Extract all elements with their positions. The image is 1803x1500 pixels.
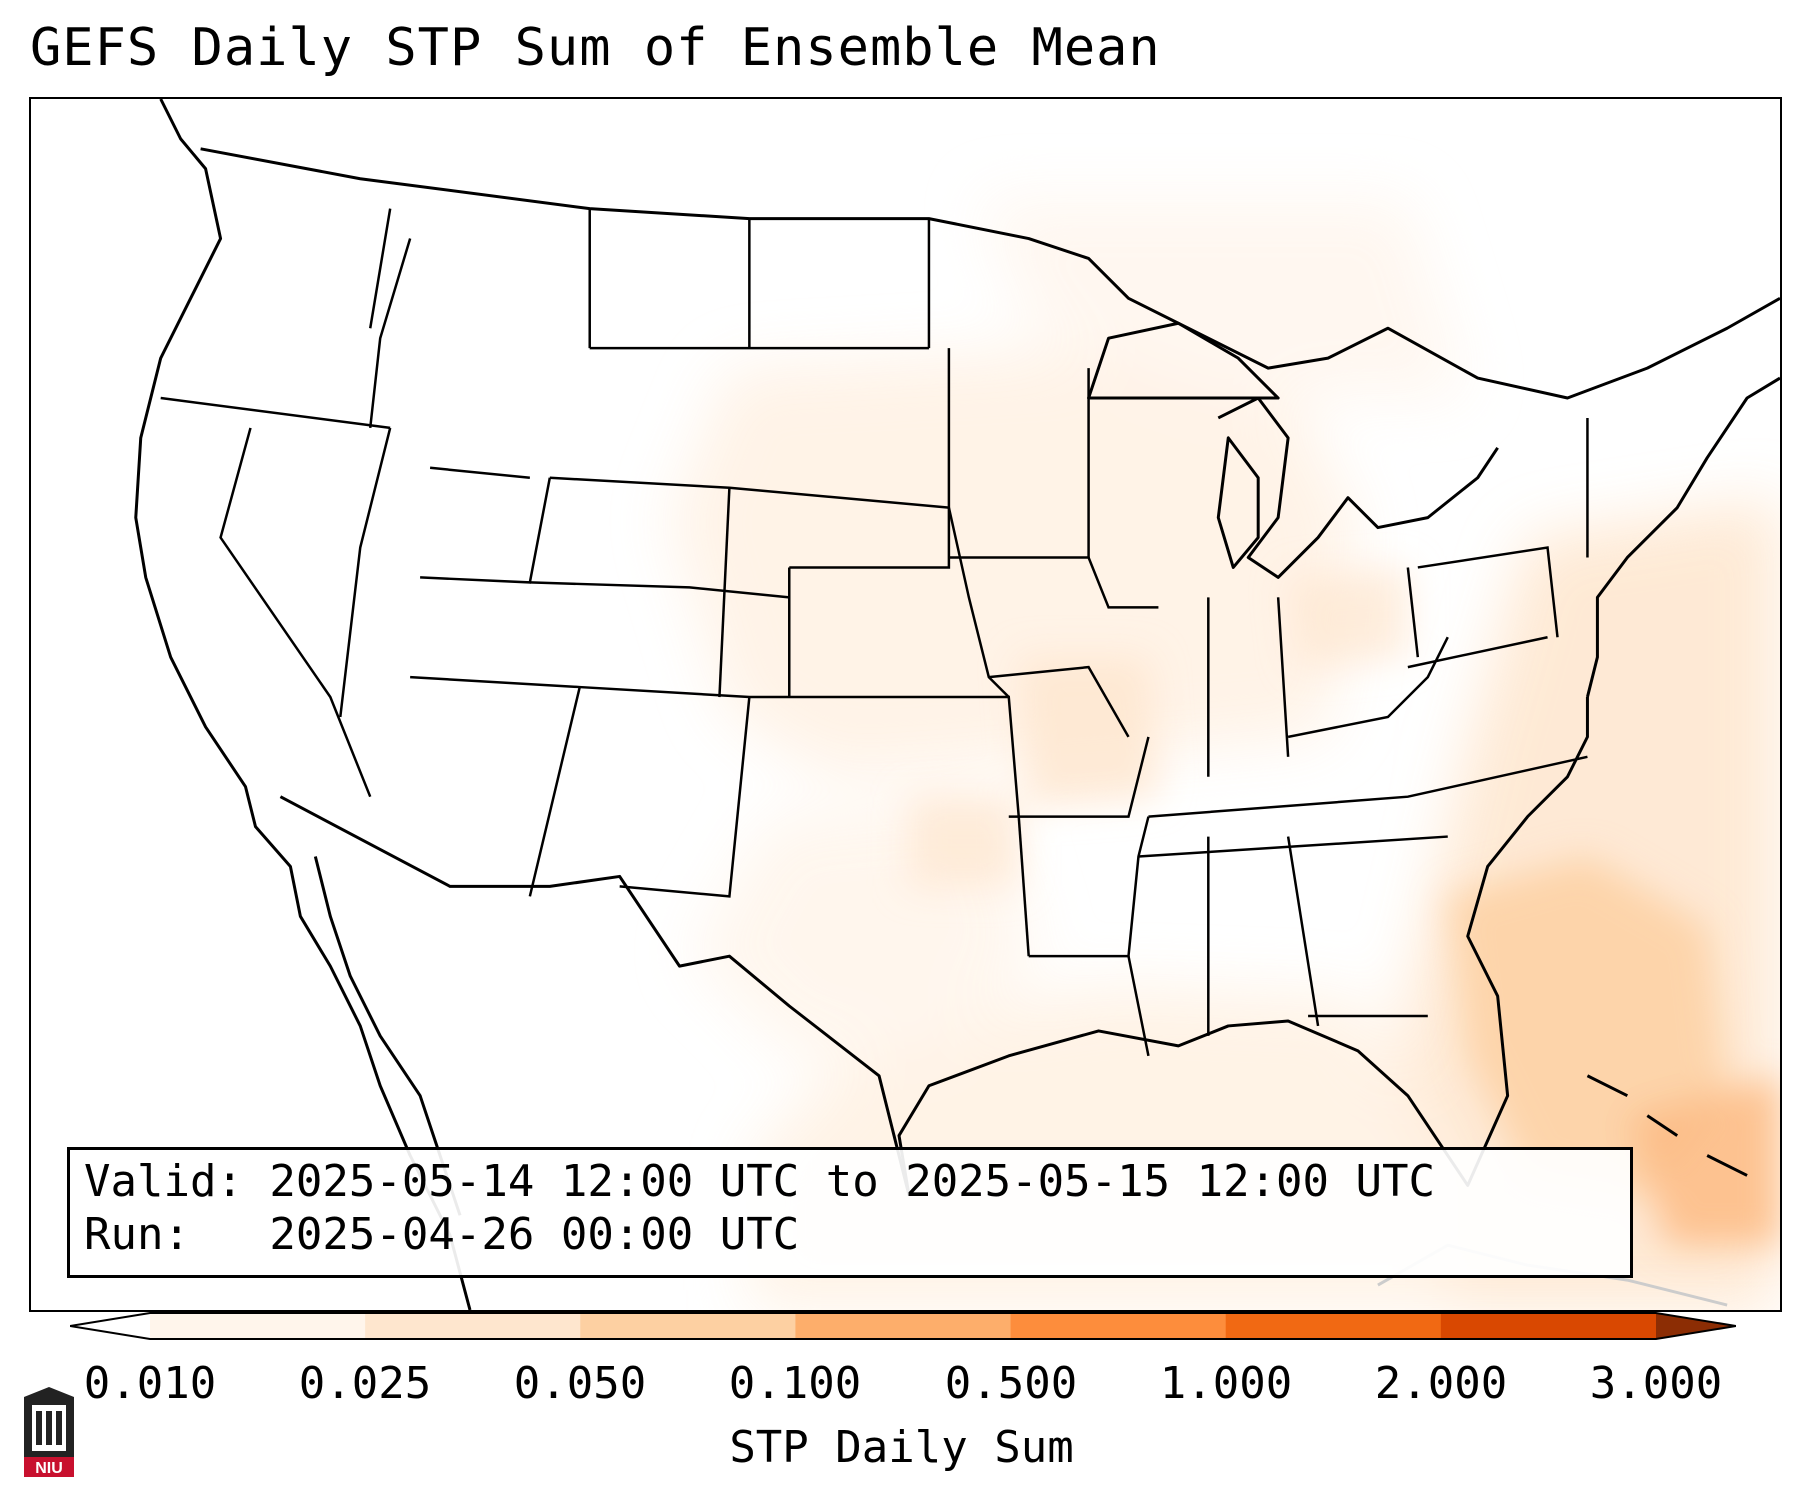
colorbar-band-4 xyxy=(1010,1313,1227,1339)
colorbar-band-1 xyxy=(365,1313,581,1339)
lake-michigan xyxy=(1216,436,1260,569)
shade-oklahoma xyxy=(908,796,1019,887)
colorbar xyxy=(70,1312,1736,1340)
colorbar-label: STP Daily Sum xyxy=(729,1422,1074,1473)
great-lakes xyxy=(1217,396,1499,579)
stp-shading xyxy=(669,198,1780,1310)
colorbar-extend-max xyxy=(1656,1313,1736,1339)
shade-ohio xyxy=(1288,567,1408,668)
colorbar-extend-min xyxy=(70,1313,150,1339)
bahamas-islands xyxy=(1586,1074,1748,1177)
lake-superior xyxy=(1087,321,1280,400)
valid-time-line: Valid: 2025-05-14 12:00 UTC to 2025-05-1… xyxy=(84,1156,1436,1207)
map-canvas xyxy=(134,99,1780,1310)
us-mexico-border xyxy=(279,795,911,1196)
colorbar-band-6 xyxy=(1440,1313,1657,1339)
run-time-line: Run: 2025-04-26 00:00 UTC xyxy=(84,1209,800,1260)
colorbar-band-0 xyxy=(150,1313,366,1339)
shade-bahamas xyxy=(1627,1075,1780,1246)
east-coast xyxy=(1585,376,1780,698)
colorbar-tick-1: 0.025 xyxy=(298,1358,432,1409)
colorbar-tick-2: 0.050 xyxy=(513,1358,647,1409)
colorbar-tick-0: 0.010 xyxy=(83,1358,217,1409)
state-lines xyxy=(160,208,1589,1057)
colorbar-tick-6: 2.000 xyxy=(1374,1358,1508,1409)
ca-nv xyxy=(219,427,372,798)
colorbar-tick-3: 0.100 xyxy=(728,1358,862,1409)
utah-col xyxy=(420,477,552,584)
colorbar-segments xyxy=(70,1313,1736,1339)
niu-logo-text: NIU xyxy=(35,1460,63,1477)
colorbar-tick-7: 3.000 xyxy=(1589,1358,1723,1409)
colorbar-band-2 xyxy=(580,1313,796,1339)
colorbar-tick-4: 0.500 xyxy=(944,1358,1078,1409)
west-coast xyxy=(134,99,472,1310)
colorbar-tick-5: 1.000 xyxy=(1159,1358,1293,1409)
map-panel xyxy=(29,97,1782,1312)
colorbar-band-5 xyxy=(1225,1313,1442,1339)
niu-logo: NIU xyxy=(24,1387,74,1477)
valid-run-info-box: Valid: 2025-05-14 12:00 UTC to 2025-05-1… xyxy=(67,1147,1633,1278)
shade-missouri xyxy=(1018,657,1159,807)
chart-title: GEFS Daily STP Sum of Ensemble Mean xyxy=(30,18,1161,78)
colorbar-outline xyxy=(70,1312,1736,1340)
gulf-coast xyxy=(897,697,1589,1196)
colorbar-band-3 xyxy=(795,1313,1012,1339)
